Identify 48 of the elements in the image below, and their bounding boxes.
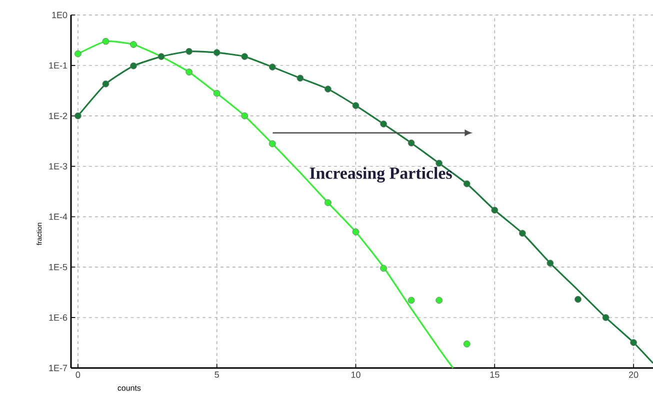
- point: [74, 112, 82, 120]
- y-tick-label: 1E-3: [49, 163, 68, 170]
- point: [574, 296, 582, 303]
- point: [268, 140, 276, 148]
- y-tick-label: 1E-1: [49, 62, 68, 69]
- point: [491, 206, 498, 214]
- point: [352, 228, 360, 236]
- y-tick-label: 1E-7: [49, 364, 68, 372]
- point: [463, 180, 470, 188]
- point: [130, 41, 137, 48]
- x-tick-label: 20: [629, 372, 638, 378]
- point: [241, 53, 248, 60]
- point: [74, 50, 82, 58]
- point: [241, 112, 248, 120]
- x-tick-label: 5: [214, 372, 219, 378]
- point: [436, 296, 443, 304]
- point: [102, 38, 110, 45]
- point: [352, 102, 360, 110]
- point: [546, 260, 554, 267]
- y-tick-label: 1E-5: [49, 264, 68, 270]
- point: [130, 62, 137, 70]
- point: [380, 264, 387, 272]
- point: [602, 314, 610, 322]
- y-tick-label: 1E-2: [49, 112, 68, 119]
- annotation: Increasing Particles: [310, 166, 452, 182]
- point: [296, 74, 304, 82]
- y-tick-label: 1E0: [52, 12, 68, 18]
- point: [436, 160, 443, 167]
- point: [213, 90, 220, 97]
- point: [213, 49, 220, 56]
- point: [519, 230, 526, 237]
- point: [463, 340, 470, 348]
- x-tick-label: 15: [490, 372, 500, 378]
- point: [158, 53, 165, 60]
- y-tick-label: 1E-4: [49, 214, 68, 220]
- point: [186, 68, 193, 76]
- point: [268, 64, 276, 70]
- y-tick-label: 1E-6: [49, 314, 68, 321]
- point: [324, 199, 332, 206]
- x-tick-label: 10: [351, 372, 360, 378]
- point: [380, 120, 387, 128]
- point: [324, 86, 332, 92]
- point: [408, 296, 415, 304]
- point: [408, 140, 415, 146]
- point: [102, 80, 110, 88]
- point: [186, 48, 193, 55]
- point: [630, 339, 637, 346]
- x-tick-label: 0: [76, 372, 80, 378]
